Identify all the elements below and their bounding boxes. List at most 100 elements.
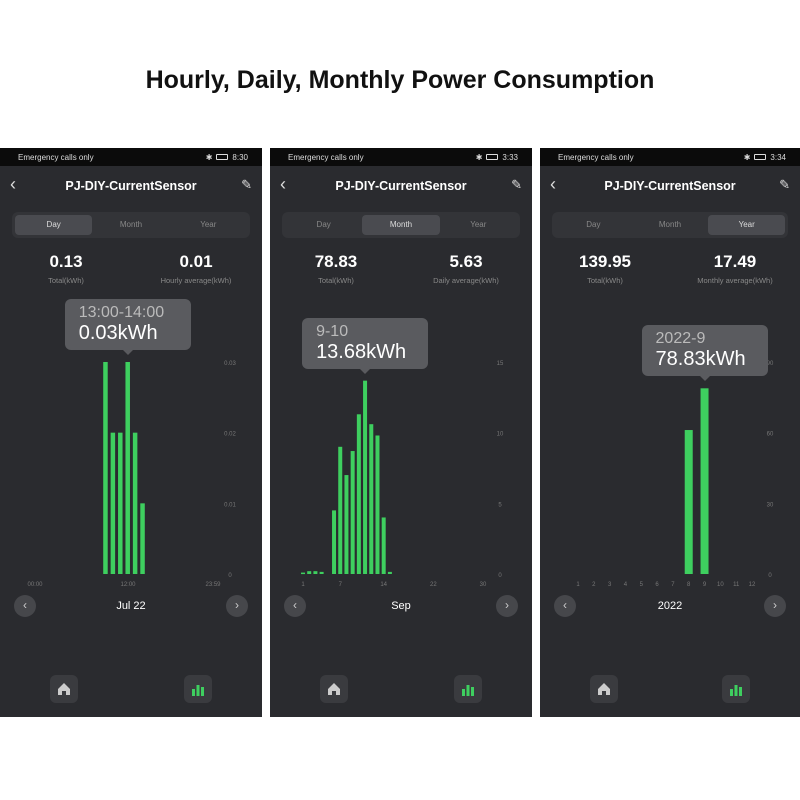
y-tick-label: 0.03 (224, 361, 236, 367)
next-button[interactable]: › (226, 595, 248, 617)
bar (387, 571, 392, 574)
bar (369, 424, 374, 574)
edit-icon[interactable]: ✎ (779, 177, 790, 192)
y-tick-label: 60 (767, 432, 774, 438)
previous-button[interactable]: ‹ (284, 595, 306, 617)
x-tick-label: 6 (655, 582, 659, 588)
status-text: Emergency calls only (288, 152, 364, 162)
x-tick-label: 5 (640, 582, 644, 588)
chart-tooltip: 2022-9 78.83kWh (641, 325, 768, 382)
back-icon[interactable]: ‹ (280, 174, 286, 194)
previous-button[interactable]: ‹ (14, 595, 36, 617)
stat-average: 5.63 Daily average(kWh) (416, 252, 516, 285)
edit-icon[interactable]: ✎ (241, 177, 252, 192)
stat-label: Daily average(kWh) (433, 276, 499, 285)
bar (356, 414, 361, 574)
device-title: PJ-DIY-CurrentSensor (604, 179, 736, 193)
status-time: 3:33 (502, 152, 518, 162)
stat-label: Monthly average(kWh) (697, 276, 773, 285)
phone-screen-day: Emergency calls only ✱ 8:30 ‹ PJ-DIY-Curr… (0, 148, 262, 717)
next-button[interactable]: › (496, 595, 518, 617)
y-tick-label: 0.01 (224, 502, 236, 508)
status-text: Emergency calls only (558, 152, 634, 162)
stat-value: 139.95 (579, 252, 631, 271)
battery-icon (216, 154, 229, 160)
y-tick-label: 0.02 (224, 432, 236, 438)
tab-year[interactable]: Year (470, 220, 487, 229)
tab-day[interactable]: Day (15, 215, 93, 235)
back-icon[interactable]: ‹ (10, 174, 16, 194)
tab-month[interactable]: Month (362, 215, 440, 235)
home-icon (598, 683, 610, 695)
stat-total: 139.95 Total(kWh) (555, 252, 655, 285)
device-title: PJ-DIY-CurrentSensor (335, 179, 467, 193)
bar (344, 475, 349, 574)
bar (313, 571, 318, 574)
bar (140, 503, 145, 574)
x-tick-label: 7 (671, 582, 675, 588)
tab-month[interactable]: Month (658, 220, 682, 229)
chart-tooltip: 13:00-14:00 0.03kWh (64, 299, 191, 355)
tab-day[interactable]: Day (316, 220, 331, 229)
x-tick-label: 1 (576, 582, 580, 588)
y-tick-label: 90 (767, 361, 774, 367)
home-button[interactable] (50, 675, 78, 703)
next-button[interactable]: › (764, 595, 786, 617)
device-title: PJ-DIY-CurrentSensor (65, 179, 197, 193)
tab-month[interactable]: Month (119, 220, 143, 229)
x-tick-label: 10 (717, 582, 724, 588)
stat-total: 78.83 Total(kWh) (286, 252, 386, 285)
x-tick-label: 14 (380, 582, 387, 588)
status-bar: Emergency calls only ✱ 3:33 (270, 148, 532, 166)
home-icon (58, 683, 70, 695)
page-title: Hourly, Daily, Monthly Power Consumption (145, 66, 655, 94)
status-text: Emergency calls only (18, 152, 94, 162)
tooltip-value: 13.68kWh (316, 340, 407, 363)
period-label: Jul 22 (116, 600, 146, 612)
back-icon[interactable]: ‹ (550, 174, 556, 194)
tab-year[interactable]: Year (200, 220, 217, 229)
x-tick-label: 2 (592, 582, 596, 588)
x-tick-label: 12:00 (120, 582, 136, 588)
consumption-chart[interactable]: 0 0.01 0.02 0.03 00:00 12:00 23:59 (0, 148, 262, 717)
stat-label: Total(kWh) (318, 276, 354, 285)
bar (307, 571, 312, 574)
statistics-button[interactable] (454, 675, 482, 703)
x-tick-label: 8 (687, 582, 691, 588)
consumption-chart[interactable]: 0 5 10 15 1 7 14 22 30 (270, 148, 532, 717)
bar (118, 432, 123, 574)
tab-day[interactable]: Day (586, 220, 601, 229)
edit-icon[interactable]: ✎ (511, 177, 522, 192)
home-button[interactable] (320, 675, 348, 703)
period-tabs: Day Month Year (552, 212, 788, 238)
y-tick-label: 0 (228, 573, 232, 579)
previous-button[interactable]: ‹ (554, 595, 576, 617)
period-label: 2022 (657, 600, 683, 612)
bar (684, 430, 693, 574)
home-icon (328, 683, 340, 695)
tooltip-value: 78.83kWh (655, 348, 746, 371)
home-button[interactable] (590, 675, 618, 703)
stat-average: 17.49 Monthly average(kWh) (685, 252, 785, 285)
status-time: 3:34 (770, 152, 786, 162)
bar (700, 388, 709, 574)
statistics-button[interactable] (184, 675, 212, 703)
stat-total: 0.13 Total(kWh) (16, 252, 116, 285)
tooltip-label: 2022-9 (655, 330, 706, 348)
y-tick-label: 0 (768, 573, 772, 579)
stat-value: 17.49 (713, 252, 757, 271)
stat-value: 78.83 (314, 252, 358, 271)
y-tick-label: 0 (498, 573, 502, 579)
stat-value: 0.01 (179, 252, 213, 271)
statistics-button[interactable] (722, 675, 750, 703)
tab-year[interactable]: Year (708, 215, 786, 235)
bluetooth-icon: ✱ (475, 152, 483, 162)
x-tick-label: 22 (430, 582, 437, 588)
x-tick-label: 00:00 (27, 582, 43, 588)
tooltip-value: 0.03kWh (78, 322, 158, 344)
x-tick-label: 23:59 (205, 582, 221, 588)
battery-icon (754, 154, 767, 160)
stat-value: 5.63 (449, 252, 483, 271)
tooltip-label: 9-10 (316, 322, 349, 340)
